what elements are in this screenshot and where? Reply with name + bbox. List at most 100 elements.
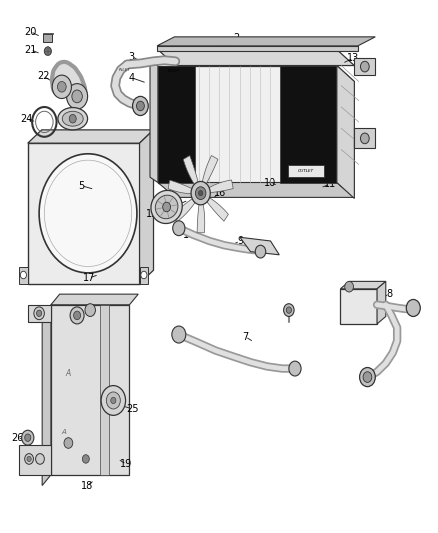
Circle shape	[67, 84, 88, 109]
Ellipse shape	[151, 190, 182, 223]
Polygon shape	[208, 180, 233, 193]
Polygon shape	[240, 237, 279, 255]
Polygon shape	[19, 266, 28, 284]
Text: 14: 14	[183, 230, 195, 240]
Circle shape	[36, 310, 42, 317]
Ellipse shape	[62, 111, 83, 126]
Polygon shape	[157, 37, 375, 46]
Circle shape	[173, 221, 185, 236]
Circle shape	[25, 434, 31, 441]
Text: INLET: INLET	[168, 69, 180, 73]
Polygon shape	[28, 305, 51, 322]
Polygon shape	[377, 281, 386, 324]
Circle shape	[34, 307, 44, 320]
Text: 15: 15	[146, 209, 159, 220]
Polygon shape	[168, 180, 194, 193]
Text: 22: 22	[37, 71, 50, 81]
Circle shape	[85, 304, 95, 317]
Circle shape	[82, 455, 89, 463]
Polygon shape	[173, 198, 196, 221]
Circle shape	[101, 385, 126, 415]
Text: 6: 6	[285, 305, 291, 315]
Polygon shape	[337, 66, 354, 197]
Text: A: A	[62, 430, 67, 435]
Polygon shape	[28, 143, 140, 284]
Text: 18: 18	[81, 481, 93, 490]
Circle shape	[111, 397, 116, 403]
Circle shape	[363, 372, 372, 382]
Circle shape	[289, 361, 301, 376]
Circle shape	[69, 115, 76, 123]
Circle shape	[191, 181, 210, 205]
Circle shape	[25, 454, 33, 464]
Text: 4: 4	[129, 73, 135, 83]
Text: 25: 25	[126, 404, 139, 414]
Polygon shape	[42, 33, 53, 34]
Circle shape	[52, 75, 71, 99]
Circle shape	[133, 96, 148, 116]
Polygon shape	[158, 182, 354, 197]
Circle shape	[44, 47, 51, 55]
Circle shape	[141, 271, 147, 279]
Circle shape	[74, 311, 81, 320]
Text: 11: 11	[324, 179, 336, 189]
Polygon shape	[140, 266, 148, 284]
Polygon shape	[28, 130, 153, 143]
Circle shape	[70, 307, 84, 324]
Polygon shape	[288, 165, 324, 177]
Polygon shape	[280, 66, 337, 182]
Polygon shape	[158, 50, 354, 66]
Polygon shape	[51, 305, 130, 475]
Text: 1: 1	[168, 203, 174, 213]
Polygon shape	[340, 289, 377, 324]
Polygon shape	[157, 46, 358, 51]
Circle shape	[284, 304, 294, 317]
Polygon shape	[202, 156, 218, 185]
Text: 16: 16	[214, 188, 226, 198]
Circle shape	[27, 456, 31, 462]
Circle shape	[35, 454, 44, 464]
Text: 13: 13	[347, 53, 360, 63]
Polygon shape	[158, 66, 337, 182]
Ellipse shape	[58, 108, 88, 130]
Circle shape	[345, 281, 353, 292]
Text: 20: 20	[24, 27, 36, 37]
Polygon shape	[337, 66, 354, 198]
Circle shape	[360, 61, 369, 72]
Polygon shape	[197, 203, 205, 233]
Polygon shape	[43, 34, 52, 42]
Text: INLET: INLET	[119, 68, 131, 72]
Text: 3: 3	[129, 52, 135, 61]
Text: 19: 19	[120, 459, 133, 469]
Text: 2: 2	[233, 33, 240, 43]
Circle shape	[360, 133, 369, 144]
Text: 5: 5	[78, 181, 85, 191]
Circle shape	[57, 82, 66, 92]
Polygon shape	[206, 197, 228, 221]
Text: 23: 23	[64, 111, 76, 122]
Text: 8: 8	[386, 289, 392, 299]
Circle shape	[406, 300, 420, 317]
Circle shape	[39, 154, 137, 273]
Circle shape	[255, 245, 266, 258]
Text: 9: 9	[237, 236, 243, 246]
Text: 24: 24	[20, 114, 32, 124]
Circle shape	[360, 368, 375, 386]
Circle shape	[106, 392, 120, 409]
Polygon shape	[100, 305, 109, 475]
Polygon shape	[158, 66, 195, 182]
Polygon shape	[354, 128, 375, 149]
Polygon shape	[150, 63, 158, 182]
Circle shape	[162, 202, 170, 212]
Text: OUTLET: OUTLET	[298, 169, 314, 173]
Circle shape	[72, 90, 82, 103]
Circle shape	[20, 271, 26, 279]
Polygon shape	[19, 445, 51, 475]
Circle shape	[286, 307, 291, 313]
Polygon shape	[51, 294, 138, 305]
Text: 21: 21	[24, 45, 36, 54]
Text: 12: 12	[344, 130, 356, 140]
Circle shape	[21, 430, 34, 445]
Text: 17: 17	[83, 273, 95, 283]
Text: 7: 7	[242, 332, 248, 342]
